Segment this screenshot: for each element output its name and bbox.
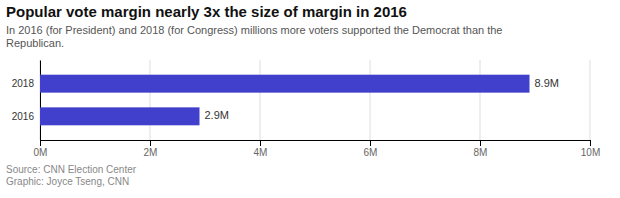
tick-mark (40, 140, 41, 146)
title: Popular vote margin nearly 3x the size o… (6, 3, 407, 20)
tick-label: 2018 (12, 78, 35, 89)
tick: 2M (144, 140, 158, 158)
tick: 6M (364, 140, 378, 158)
value-axis: 0M 2M 4M 6M 8M 10M (34, 140, 601, 158)
tick-mark (150, 140, 151, 146)
tick: 8M (474, 140, 488, 158)
tick-mark (260, 140, 261, 146)
tick-label: 6M (364, 147, 378, 158)
subtitle-line: In 2016 (for President) and 2018 (for Co… (6, 24, 502, 36)
tick-mark (590, 140, 591, 146)
tick: 2016 (12, 111, 40, 122)
grid-line (590, 60, 591, 140)
tick-label: 4M (254, 147, 268, 158)
source-line: Graphic: Joyce Tseng, CNN (6, 176, 129, 187)
tick-mark (480, 140, 481, 146)
title-line: Popular vote margin nearly 3x the size o… (6, 3, 407, 20)
tick: 4M (254, 140, 268, 158)
grid-line (150, 60, 151, 140)
source: Source: CNN Election CenterGraphic: Joyc… (6, 164, 137, 187)
chart: Popular vote margin nearly 3x the size o… (0, 0, 620, 198)
grid-line (40, 60, 41, 140)
tick-label: 8M (474, 147, 488, 158)
data-label: 2.9M (205, 109, 229, 121)
grid-line (480, 60, 481, 140)
axis-line (41, 141, 591, 147)
tick-label: 2016 (12, 111, 35, 122)
grid-line (370, 60, 371, 140)
tick: 0M (34, 140, 48, 158)
tick-label: 2M (144, 147, 158, 158)
axis-line (40, 61, 41, 141)
bar (40, 107, 200, 125)
tick-mark (370, 140, 371, 146)
source-line: Source: CNN Election Center (6, 164, 137, 175)
tick: 2018 (12, 78, 40, 89)
bar (40, 75, 530, 93)
tick-label: 0M (34, 147, 48, 158)
data-label: 8.9M (535, 77, 559, 89)
subtitle-line: Republican. (6, 37, 64, 49)
bars (40, 75, 530, 126)
category-axis: 2016 2018 (12, 61, 41, 141)
tick-label: 10M (581, 147, 600, 158)
subtitle: In 2016 (for President) and 2018 (for Co… (6, 24, 502, 49)
data-labels: 2.9M 8.9M (205, 77, 559, 122)
grid-line (260, 60, 261, 140)
tick: 10M (581, 140, 600, 158)
grid (40, 60, 590, 140)
